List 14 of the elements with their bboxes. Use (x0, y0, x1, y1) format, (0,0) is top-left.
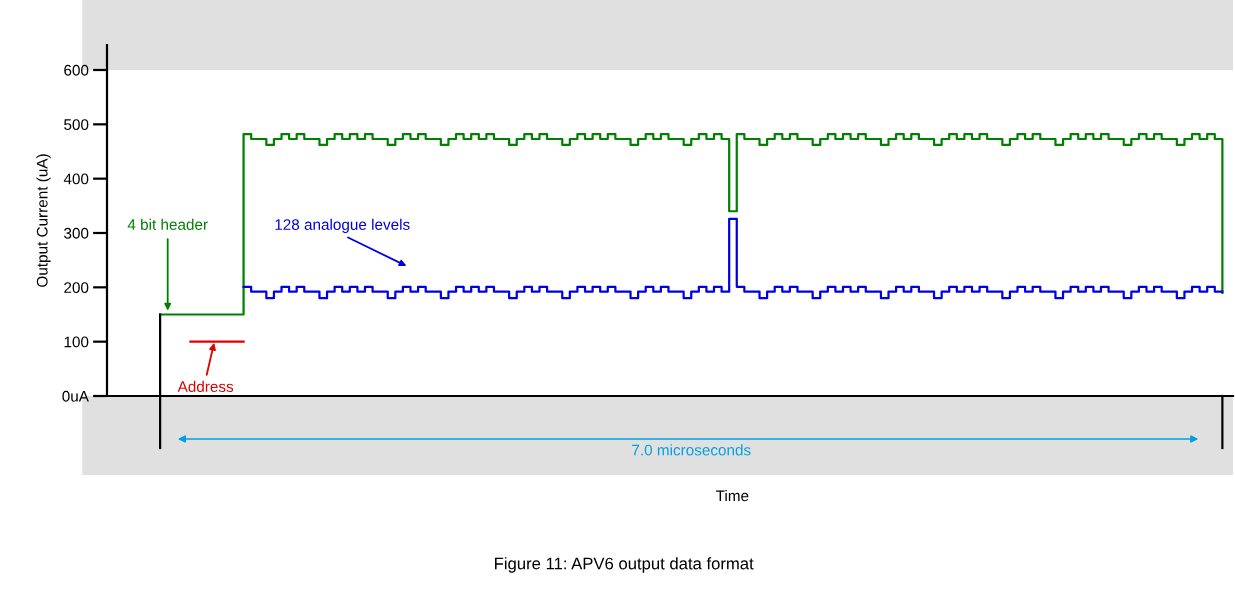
y-tick-label: 200 (64, 282, 89, 294)
y-tick-label: 600 (64, 64, 89, 76)
text: 7.0 microseconds (632, 444, 751, 456)
y-tick-label: 300 (64, 227, 89, 239)
y-tick-label: 0uA (62, 390, 89, 402)
y-tick-label: 100 (64, 336, 89, 348)
annotation: 128 analogue levels (275, 218, 410, 233)
annotation: 4 bit header (127, 218, 208, 230)
y-tick-label: 400 (63, 173, 89, 185)
y-tick-label: 500 (64, 119, 89, 131)
text: Figure 11: APV6 output data format (495, 557, 754, 573)
annotation: Address (177, 380, 234, 393)
text: Time (716, 490, 749, 502)
y-axis-title: Output Current (uA) (36, 154, 51, 287)
